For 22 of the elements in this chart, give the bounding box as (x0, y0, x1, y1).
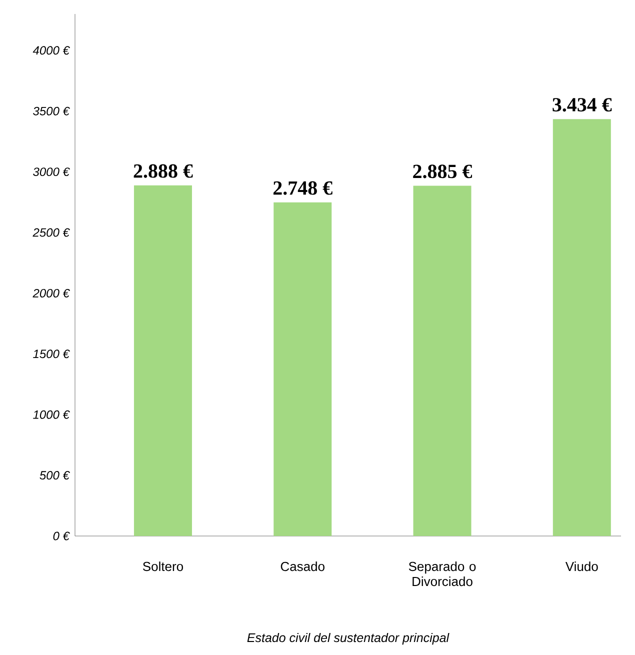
y-tick-label: 3000 € (32, 168, 70, 176)
x-tick-label: Soltero (142, 562, 183, 572)
data-label: 3.434 € (552, 98, 612, 112)
x-axis-title: Estado civil del sustentador principal (247, 632, 450, 645)
y-tick-label: 1000 € (32, 410, 70, 419)
y-tick-label: 4000 € (32, 46, 70, 55)
bar (552, 119, 611, 536)
bar (134, 185, 192, 536)
data-label: 2.748 € (273, 181, 332, 195)
x-tick-label: Casado (280, 562, 324, 572)
x-tick-label: Viudo (565, 562, 598, 572)
y-tick-label: 1500 € (32, 350, 70, 358)
y-tick-label: 2000 € (32, 288, 70, 298)
bar (413, 186, 472, 536)
data-label: 2.885 € (413, 164, 472, 178)
y-tick-label: 3500 € (32, 106, 70, 116)
y-tick-label: 0 € (53, 532, 70, 540)
y-tick-label: 500 € (40, 471, 70, 480)
x-tick-label: Separado o Divorciado (408, 562, 476, 586)
bar (274, 202, 332, 536)
data-label: 2.888 € (134, 164, 193, 178)
y-tick-label: 2500 € (32, 228, 70, 237)
